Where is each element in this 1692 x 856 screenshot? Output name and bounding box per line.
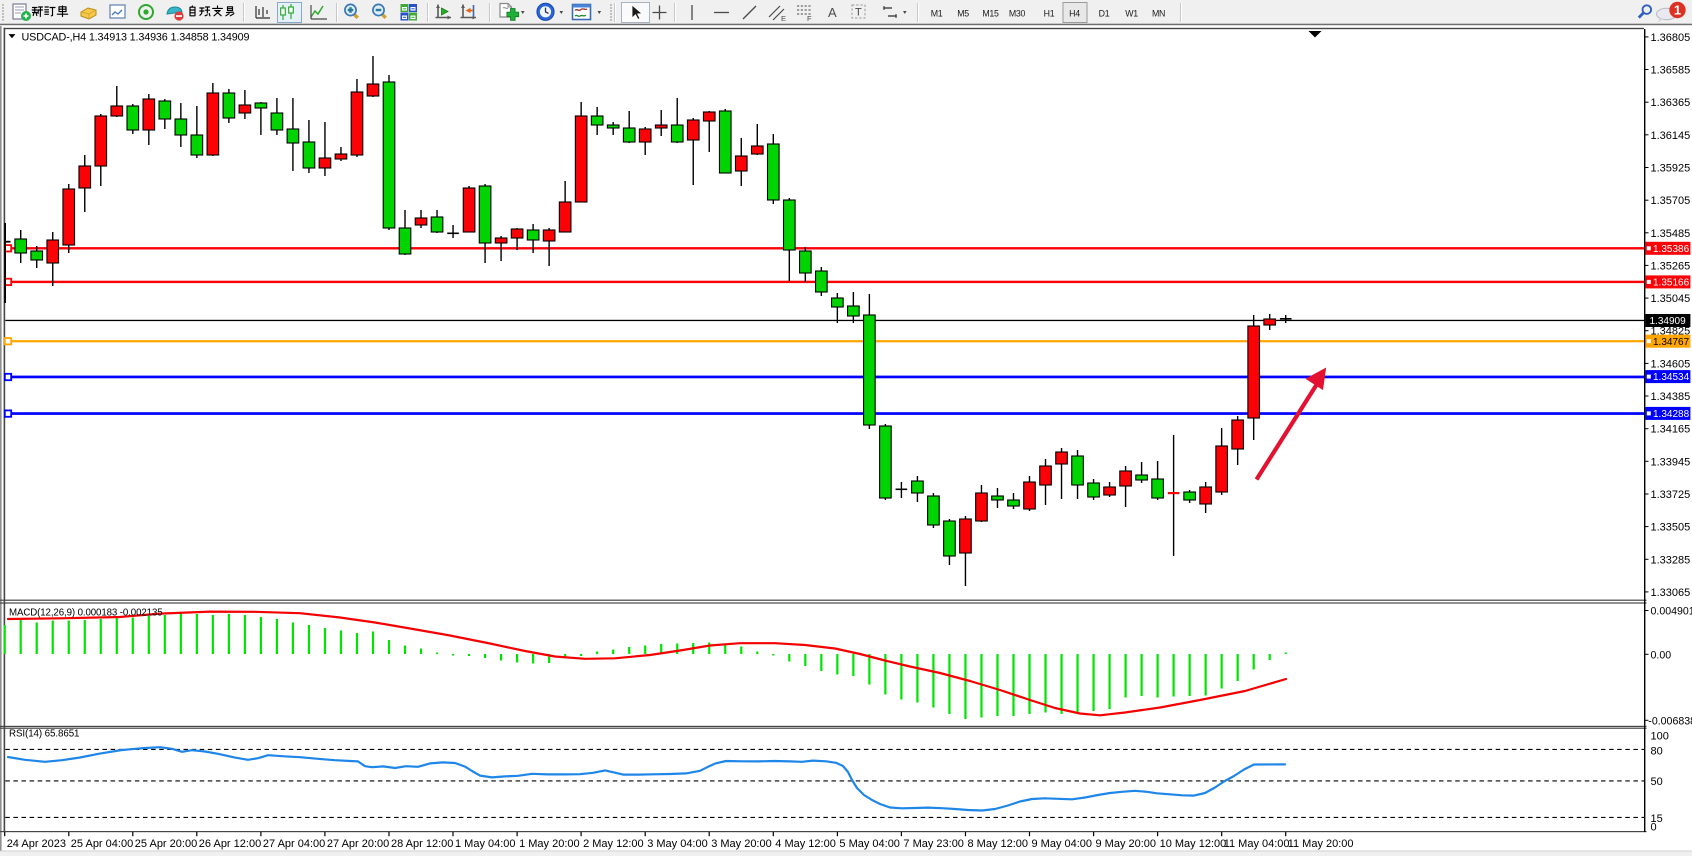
svg-text:M1: M1 [931,9,943,19]
svg-text:1.34288: 1.34288 [1653,409,1690,420]
svg-text:0.00: 0.00 [1651,649,1672,661]
svg-text:0.004901: 0.004901 [1651,606,1692,618]
svg-text:26 Apr 12:00: 26 Apr 12:00 [199,838,261,850]
svg-text:1.35485: 1.35485 [1651,228,1691,240]
svg-text:1.34605: 1.34605 [1651,358,1691,370]
svg-text:1.33285: 1.33285 [1651,554,1691,566]
svg-text:M15: M15 [982,9,999,19]
svg-text:1.35925: 1.35925 [1651,163,1691,175]
svg-text:M5: M5 [957,9,969,19]
svg-text:1.35386: 1.35386 [1653,244,1690,255]
svg-text:RSI(14) 65.8651: RSI(14) 65.8651 [9,729,79,740]
svg-text:4 May 12:00: 4 May 12:00 [775,838,836,850]
svg-text:27 Apr 20:00: 27 Apr 20:00 [327,838,389,850]
svg-text:25 Apr 20:00: 25 Apr 20:00 [135,838,197,850]
svg-text:7 May 23:00: 7 May 23:00 [903,838,964,850]
svg-text:3 May 04:00: 3 May 04:00 [647,838,708,850]
svg-text:E: E [781,14,786,23]
svg-text:1.33945: 1.33945 [1651,456,1691,468]
svg-text:1.34385: 1.34385 [1651,391,1691,403]
svg-text:1 May 20:00: 1 May 20:00 [519,838,580,850]
svg-text:T: T [855,7,862,19]
svg-text:1.36805: 1.36805 [1651,32,1691,44]
svg-text:1.34767: 1.34767 [1653,337,1690,348]
svg-text:1.35166: 1.35166 [1653,278,1690,289]
svg-text:D1: D1 [1099,9,1110,19]
svg-text:25 Apr 04:00: 25 Apr 04:00 [71,838,133,850]
svg-text:MN: MN [1152,9,1165,19]
svg-text:USDCAD-,H4 1.34913 1.34936 1.: USDCAD-,H4 1.34913 1.34936 1.34858 1.349… [22,31,250,43]
svg-text:1.34165: 1.34165 [1651,424,1691,436]
svg-text:50: 50 [1651,776,1663,788]
svg-text:1: 1 [1674,3,1681,18]
svg-text:3 May 20:00: 3 May 20:00 [711,838,772,850]
svg-text:1.35045: 1.35045 [1651,293,1691,305]
svg-text:M30: M30 [1009,9,1026,19]
svg-text:1.36145: 1.36145 [1651,130,1691,142]
svg-text:1.34534: 1.34534 [1653,372,1690,383]
svg-text:1.33505: 1.33505 [1651,522,1691,534]
svg-text:1 May 04:00: 1 May 04:00 [455,838,516,850]
svg-text:H1: H1 [1044,9,1055,19]
svg-text:A: A [828,5,837,20]
svg-text:1.36365: 1.36365 [1651,97,1691,109]
svg-text:10 May 12:00: 10 May 12:00 [1160,838,1227,850]
svg-text:1.35705: 1.35705 [1651,195,1691,207]
svg-text:H4: H4 [1069,9,1080,19]
svg-text:100: 100 [1651,731,1669,743]
svg-text:28 Apr 12:00: 28 Apr 12:00 [391,838,453,850]
svg-text:-0.006838: -0.006838 [1648,715,1692,727]
svg-text:11 May 20:00: 11 May 20:00 [1288,838,1354,850]
svg-text:1.36585: 1.36585 [1651,65,1691,77]
svg-text:8 May 12:00: 8 May 12:00 [968,838,1029,850]
svg-text:15: 15 [1651,813,1663,825]
svg-text:W1: W1 [1125,9,1138,19]
svg-text:0: 0 [1651,821,1657,833]
svg-text:80: 80 [1651,745,1663,757]
svg-text:MACD(12,26,9) 0.000183 -0.0021: MACD(12,26,9) 0.000183 -0.002135 [9,608,163,619]
svg-text:1.35265: 1.35265 [1651,260,1691,272]
svg-text:F: F [807,14,812,23]
svg-text:1.33725: 1.33725 [1651,489,1691,501]
svg-text:2 May 12:00: 2 May 12:00 [583,838,644,850]
svg-text:24 Apr 2023: 24 Apr 2023 [7,838,66,850]
svg-text:1.34909: 1.34909 [1650,316,1687,327]
svg-text:11 May 04:00: 11 May 04:00 [1224,838,1290,850]
svg-text:9 May 20:00: 9 May 20:00 [1096,838,1157,850]
svg-text:9 May 04:00: 9 May 04:00 [1032,838,1093,850]
svg-text:27 Apr 04:00: 27 Apr 04:00 [263,838,325,850]
svg-text:5 May 04:00: 5 May 04:00 [839,838,900,850]
svg-text:1.33065: 1.33065 [1651,587,1691,599]
